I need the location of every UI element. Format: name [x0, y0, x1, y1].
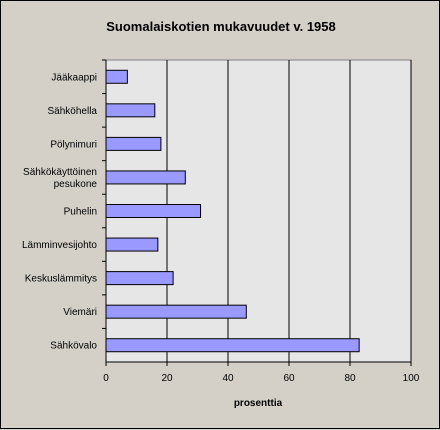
y-tick-labels: Jääkaappi Sähköhella Pölynimuri Sähkökäyttö… [22, 59, 106, 352]
y-tick-label: Sähköhella [48, 106, 98, 117]
y-tick-label: Sähkökäyttöinen pesukone [23, 167, 97, 190]
y-tick-label: Pölynimuri [50, 139, 97, 150]
bar [105, 170, 186, 185]
bar [105, 271, 174, 286]
y-tick-label: Keskuslämmitys [25, 274, 97, 285]
y-tick-label: Puhelin [64, 207, 97, 218]
x-axis-title: prosenttia [234, 398, 283, 409]
bar [105, 304, 247, 319]
bar [105, 69, 128, 84]
x-tick-label: 80 [344, 373, 356, 384]
y-tick-label: Sähkövalo [50, 341, 97, 352]
x-tick-label: 20 [161, 373, 173, 384]
bar [105, 103, 156, 118]
x-tick-label: 40 [222, 373, 234, 384]
bar [105, 338, 360, 353]
bars [105, 69, 360, 353]
x-tick-label: 60 [283, 373, 295, 384]
bar [105, 237, 159, 252]
y-tick-label: Jääkaappi [51, 72, 97, 83]
x-tick-label: 0 [103, 373, 109, 384]
y-tick-label: Viemäri [63, 307, 97, 318]
bar [105, 204, 202, 218]
y-tick-label: Lämminvesijohto [22, 240, 97, 251]
chart-title: Suomalaiskotien mukavuudet v. 1958 [106, 19, 336, 34]
x-tick-label: 100 [403, 373, 420, 384]
bar [105, 136, 162, 151]
x-tick-labels: 0 20 40 60 80 100 [103, 362, 420, 384]
